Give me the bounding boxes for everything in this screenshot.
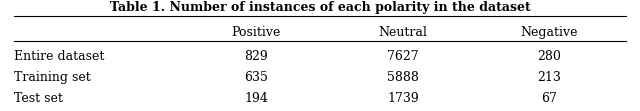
Text: 7627: 7627: [387, 50, 419, 63]
Text: 280: 280: [538, 50, 561, 63]
Text: 67: 67: [541, 92, 557, 105]
Text: Table 1. Number of instances of each polarity in the dataset: Table 1. Number of instances of each pol…: [109, 1, 531, 14]
Text: Entire dataset: Entire dataset: [14, 50, 104, 63]
Text: 829: 829: [244, 50, 268, 63]
Text: Training set: Training set: [14, 71, 91, 84]
Text: Negative: Negative: [521, 26, 578, 39]
Text: Neutral: Neutral: [378, 26, 428, 39]
Text: 5888: 5888: [387, 71, 419, 84]
Text: 213: 213: [538, 71, 561, 84]
Text: 635: 635: [244, 71, 268, 84]
Text: 1739: 1739: [387, 92, 419, 105]
Text: 194: 194: [244, 92, 268, 105]
Text: Positive: Positive: [232, 26, 281, 39]
Text: Test set: Test set: [14, 92, 63, 105]
